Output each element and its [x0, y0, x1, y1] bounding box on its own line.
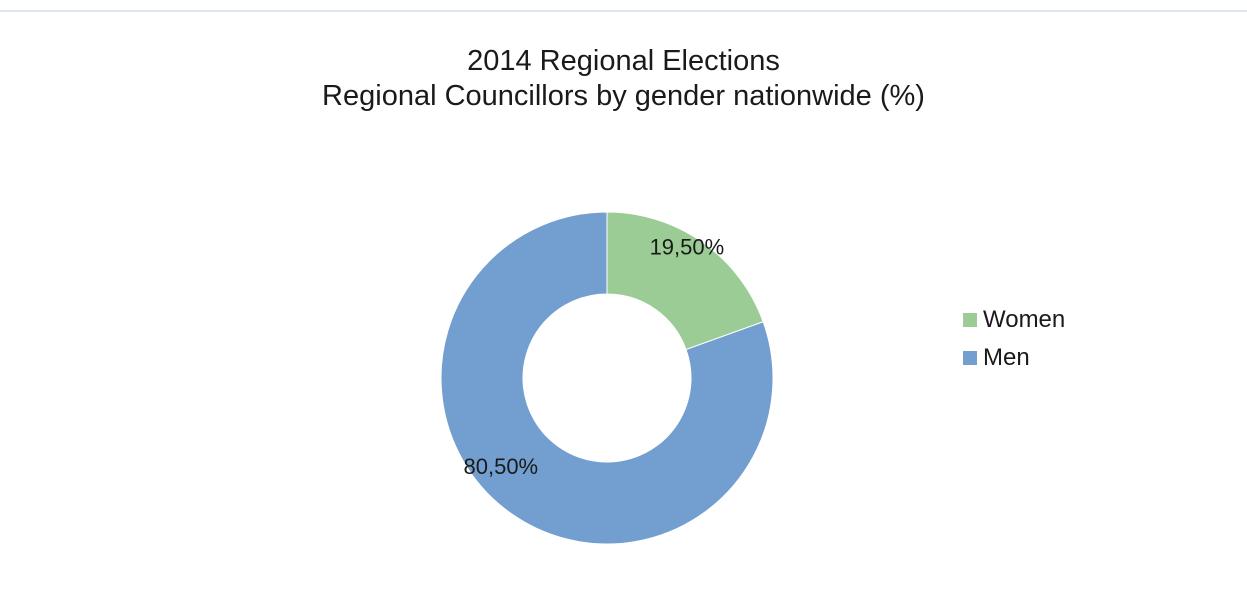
legend: Women Men — [963, 301, 1065, 377]
chart-title-block: 2014 Regional Elections Regional Council… — [0, 44, 1247, 114]
slices-group — [440, 211, 774, 545]
legend-label-men: Men — [983, 344, 1030, 371]
slice-labels-group: 19,50% 80,50% — [464, 235, 725, 480]
slice-label-women: 19,50% — [650, 235, 725, 260]
legend-label-women: Women — [983, 306, 1066, 333]
chart-title: 2014 Regional Elections — [467, 45, 780, 77]
legend-item-men: Men — [963, 339, 1065, 377]
chart-subtitle: Regional Councillors by gender nationwid… — [322, 80, 925, 112]
slice-women — [606, 211, 764, 351]
legend-swatch-men — [963, 351, 977, 365]
top-divider — [0, 10, 1247, 12]
legend-item-women: Women — [963, 301, 1065, 339]
slice-label-men: 80,50% — [464, 454, 539, 479]
slice-men — [440, 211, 774, 545]
legend-swatch-women — [963, 313, 977, 327]
